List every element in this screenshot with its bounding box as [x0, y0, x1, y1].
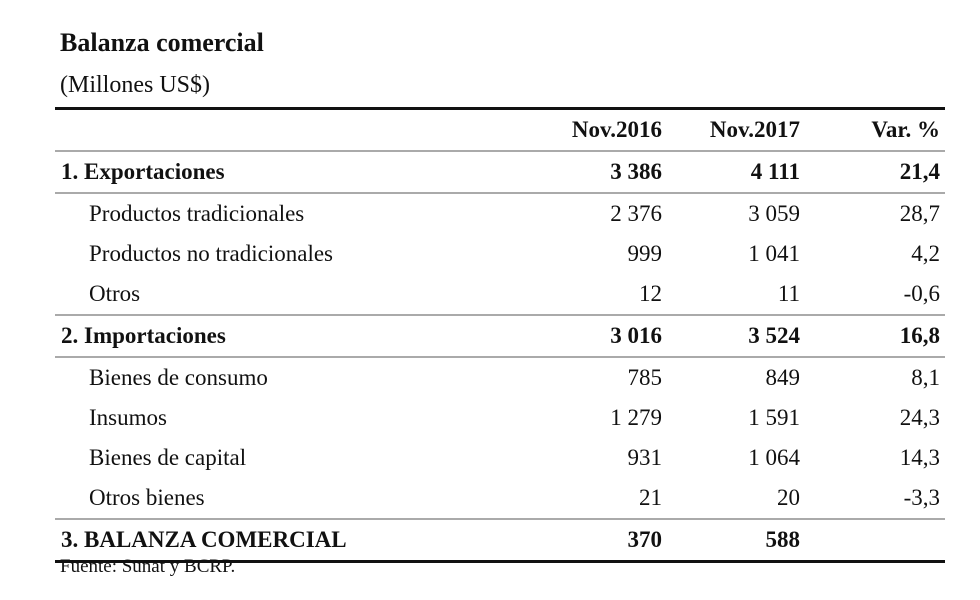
cell-value: 3 386	[610, 159, 662, 184]
cell-value: 1 591	[748, 405, 800, 430]
cell-value: 21,4	[899, 159, 940, 184]
table-row: Productos tradicionales 2 376 3 059 28,7	[55, 194, 945, 234]
column-header: Var. %	[871, 117, 940, 142]
table-row: Bienes de capital 931 1 064 14,3	[55, 438, 945, 478]
row-label: Otros bienes	[89, 485, 205, 510]
row-label: Insumos	[89, 405, 167, 430]
cell-value: 3 016	[610, 323, 662, 348]
cell-value: 370	[627, 527, 663, 552]
cell-value: 1 279	[610, 405, 662, 430]
cell-value: 4 111	[750, 159, 800, 184]
cell-value: 3 059	[748, 201, 800, 226]
cell-value: 849	[765, 365, 801, 390]
cell-value: 3 524	[748, 323, 800, 348]
cell-value: 1 064	[748, 445, 800, 470]
table-row: Otros bienes 21 20 -3,3	[55, 478, 945, 520]
cell-value: 28,7	[899, 201, 940, 226]
cell-value: -0,6	[903, 281, 940, 306]
row-label: Productos no tradicionales	[89, 241, 334, 266]
row-label: Productos tradicionales	[89, 201, 305, 226]
table-row: 3. BALANZA COMERCIAL 370 588	[55, 520, 945, 560]
row-label: 2. Importaciones	[61, 323, 226, 348]
cell-value: 14,3	[899, 445, 940, 470]
column-header: Nov.2016	[571, 117, 662, 142]
table-row: Productos no tradicionales 999 1 041 4,2	[55, 234, 945, 274]
header-row: Nov.2016 Nov.2017 Var. %	[55, 110, 945, 152]
column-header: Nov.2017	[709, 117, 800, 142]
cell-value: 4,2	[911, 241, 940, 266]
cell-value: 21	[639, 485, 662, 510]
table-row: 2. Importaciones 3 016 3 524 16,8	[55, 316, 945, 358]
row-label: 3. BALANZA COMERCIAL	[61, 527, 347, 552]
cell-value: 16,8	[899, 323, 940, 348]
cell-value: 588	[765, 527, 801, 552]
table-subtitle: (Millones US$)	[60, 72, 210, 98]
cell-value: 785	[627, 365, 663, 390]
cell-value: 24,3	[899, 405, 940, 430]
table-row: 1. Exportaciones 3 386 4 111 21,4	[55, 152, 945, 194]
row-label: Otros	[89, 281, 141, 306]
cell-value: 12	[639, 281, 662, 306]
table-title: Balanza comercial	[60, 28, 264, 57]
cell-value: 1 041	[748, 241, 800, 266]
source-note: Fuente: Sunat y BCRP.	[60, 556, 236, 577]
table-row: Bienes de consumo 785 849 8,1	[55, 358, 945, 398]
cell-value: -3,3	[903, 485, 940, 510]
row-label: 1. Exportaciones	[61, 159, 225, 184]
cell-value: 2 376	[610, 201, 662, 226]
cell-value: 8,1	[911, 365, 940, 390]
trade-balance-table: Nov.2016 Nov.2017 Var. % 1. Exportacione…	[55, 107, 945, 563]
row-label: Bienes de consumo	[89, 365, 268, 390]
table-row: Otros 12 11 -0,6	[55, 274, 945, 316]
cell-value: 999	[627, 241, 663, 266]
cell-value: 11	[777, 281, 800, 306]
row-label: Bienes de capital	[89, 445, 247, 470]
table-row: Insumos 1 279 1 591 24,3	[55, 398, 945, 438]
cell-value: 931	[627, 445, 663, 470]
cell-value: 20	[777, 485, 800, 510]
